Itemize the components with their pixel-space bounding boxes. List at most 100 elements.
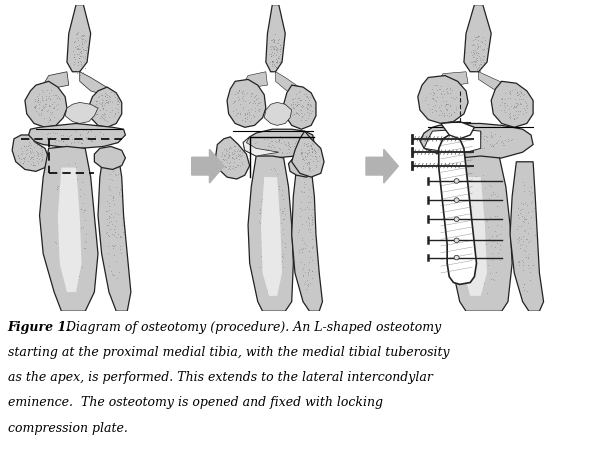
Point xyxy=(41,97,51,104)
Point xyxy=(263,181,273,189)
Point xyxy=(506,90,515,97)
Point xyxy=(44,116,53,124)
Point xyxy=(463,183,473,191)
Point xyxy=(26,154,35,161)
Point xyxy=(104,262,113,270)
Point xyxy=(474,189,483,197)
Point xyxy=(490,190,500,198)
Circle shape xyxy=(454,238,459,242)
Point xyxy=(72,67,82,75)
Point xyxy=(268,45,278,53)
Point xyxy=(229,149,239,156)
Point xyxy=(303,192,313,200)
Point xyxy=(298,113,307,121)
Point xyxy=(264,214,274,221)
Point xyxy=(59,225,68,232)
Point xyxy=(101,106,111,114)
Point xyxy=(306,142,316,149)
Point xyxy=(468,49,478,56)
Point xyxy=(447,95,457,102)
Point xyxy=(269,60,279,68)
Point xyxy=(508,87,518,94)
Point xyxy=(460,201,470,208)
Point xyxy=(479,238,488,246)
Point xyxy=(81,126,91,134)
Point xyxy=(228,154,238,162)
Point xyxy=(95,114,105,121)
Point xyxy=(60,270,70,278)
Point xyxy=(90,134,99,141)
Point xyxy=(515,107,524,115)
Point xyxy=(98,91,107,99)
Point xyxy=(506,114,515,121)
Point xyxy=(244,110,253,117)
Point xyxy=(305,93,314,100)
Point xyxy=(509,115,519,122)
Point xyxy=(268,57,277,65)
Point xyxy=(270,42,280,49)
Point xyxy=(31,107,40,114)
Point xyxy=(273,64,283,72)
Point xyxy=(288,111,297,118)
Point xyxy=(243,109,252,117)
Point xyxy=(225,148,234,156)
Point xyxy=(295,111,304,119)
Point xyxy=(69,284,78,291)
Point xyxy=(57,268,66,276)
Point xyxy=(60,168,69,176)
Point xyxy=(278,238,288,245)
Point xyxy=(264,149,274,156)
Point xyxy=(267,58,276,65)
Point xyxy=(75,131,85,138)
Point xyxy=(466,48,476,56)
Point xyxy=(297,249,307,256)
Point xyxy=(277,186,287,194)
Point xyxy=(441,105,451,112)
Point xyxy=(77,44,87,51)
Point xyxy=(237,159,247,166)
Polygon shape xyxy=(80,72,113,95)
Point xyxy=(70,187,80,195)
Point xyxy=(107,270,117,278)
Point xyxy=(476,225,486,232)
Point xyxy=(16,155,26,163)
Point xyxy=(28,155,37,163)
Point xyxy=(514,95,524,103)
Point xyxy=(102,98,111,106)
Point xyxy=(102,135,111,142)
Point xyxy=(65,205,74,213)
Point xyxy=(266,42,276,50)
Point xyxy=(267,190,276,198)
Point xyxy=(269,226,279,233)
Point xyxy=(61,251,71,259)
Point xyxy=(497,139,506,146)
Point xyxy=(20,156,29,163)
Point xyxy=(461,264,471,272)
Point xyxy=(289,103,298,110)
Point xyxy=(482,289,492,297)
Point xyxy=(305,226,315,233)
Point xyxy=(42,107,52,114)
Point xyxy=(527,199,536,207)
Point xyxy=(58,173,68,181)
Point xyxy=(474,37,483,44)
Point xyxy=(304,146,314,154)
Point xyxy=(479,176,489,184)
Point xyxy=(229,97,239,105)
Point xyxy=(468,36,477,44)
Point xyxy=(497,98,507,106)
Point xyxy=(470,58,480,65)
Point xyxy=(59,137,68,145)
Point xyxy=(269,281,279,289)
Point xyxy=(492,221,502,229)
Point xyxy=(235,147,244,154)
Point xyxy=(65,246,74,254)
Point xyxy=(274,52,284,59)
Point xyxy=(71,127,80,135)
Point xyxy=(38,146,47,154)
Point xyxy=(516,235,526,243)
Point xyxy=(271,58,280,66)
Point xyxy=(488,132,497,139)
Point xyxy=(234,86,244,94)
Point xyxy=(94,100,104,107)
